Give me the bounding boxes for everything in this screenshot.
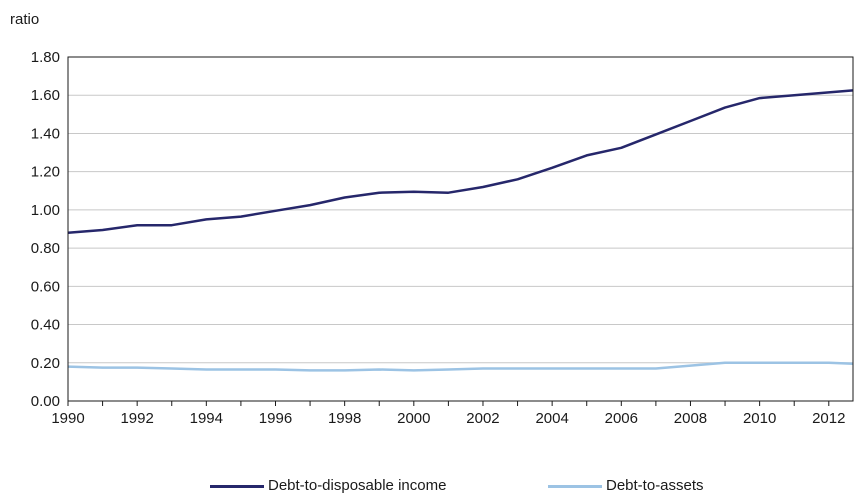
series-line-1 bbox=[67, 361, 854, 372]
x-tick-label: 1990 bbox=[51, 410, 84, 427]
legend: Debt-to-disposable income Debt-to-assets bbox=[0, 477, 854, 497]
x-tick-label: 2008 bbox=[674, 410, 707, 427]
line-chart: ratio 0.00 0.20 0.40 0.60 0.80 1.00 1.20 1.40 1.… bbox=[10, 11, 854, 427]
x-tick-label: 2004 bbox=[535, 410, 568, 427]
y-tick-label: 1.00 bbox=[31, 202, 60, 219]
legend-label: Debt-to-assets bbox=[606, 477, 704, 494]
x-axis-ticks: 1990 1992 1994 1996 1998 2000 2002 2004 2006 2008… bbox=[51, 401, 845, 427]
grid-lines bbox=[68, 94, 853, 364]
x-tick-label: 2006 bbox=[605, 410, 638, 427]
y-tick-label: 1.60 bbox=[31, 87, 60, 104]
legend-label: Debt-to-disposable income bbox=[268, 477, 447, 494]
x-tick-label: 1994 bbox=[190, 410, 223, 427]
series-line-0 bbox=[67, 89, 854, 235]
x-tick-label: 2010 bbox=[743, 410, 776, 427]
series-lines bbox=[67, 89, 854, 372]
legend-swatch bbox=[210, 484, 264, 488]
y-tick-label: 1.80 bbox=[31, 49, 60, 66]
legend-item-debt-to-disposable-income: Debt-to-disposable income bbox=[210, 477, 446, 495]
x-tick-label: 2002 bbox=[466, 410, 499, 427]
legend-swatch bbox=[548, 484, 602, 488]
x-tick-label: 1998 bbox=[328, 410, 361, 427]
y-tick-label: 0.60 bbox=[31, 278, 60, 295]
legend-item-debt-to-assets: Debt-to-assets bbox=[548, 477, 704, 495]
x-tick-label: 1996 bbox=[259, 410, 292, 427]
x-tick-label: 1992 bbox=[120, 410, 153, 427]
y-tick-label: 0.00 bbox=[31, 393, 60, 410]
y-tick-label: 1.40 bbox=[31, 125, 60, 142]
y-tick-label: 0.20 bbox=[31, 355, 60, 372]
y-axis-ticks: 0.00 0.20 0.40 0.60 0.80 1.00 1.20 1.40 1.60 1.80 bbox=[31, 49, 60, 410]
x-tick-label: 2000 bbox=[397, 410, 430, 427]
y-tick-label: 0.80 bbox=[31, 240, 60, 257]
x-tick-label: 2012 bbox=[812, 410, 845, 427]
y-tick-label: 1.20 bbox=[31, 164, 60, 181]
y-tick-label: 0.40 bbox=[31, 317, 60, 334]
y-axis-title: ratio bbox=[10, 11, 39, 28]
plot-frame bbox=[67, 56, 854, 402]
